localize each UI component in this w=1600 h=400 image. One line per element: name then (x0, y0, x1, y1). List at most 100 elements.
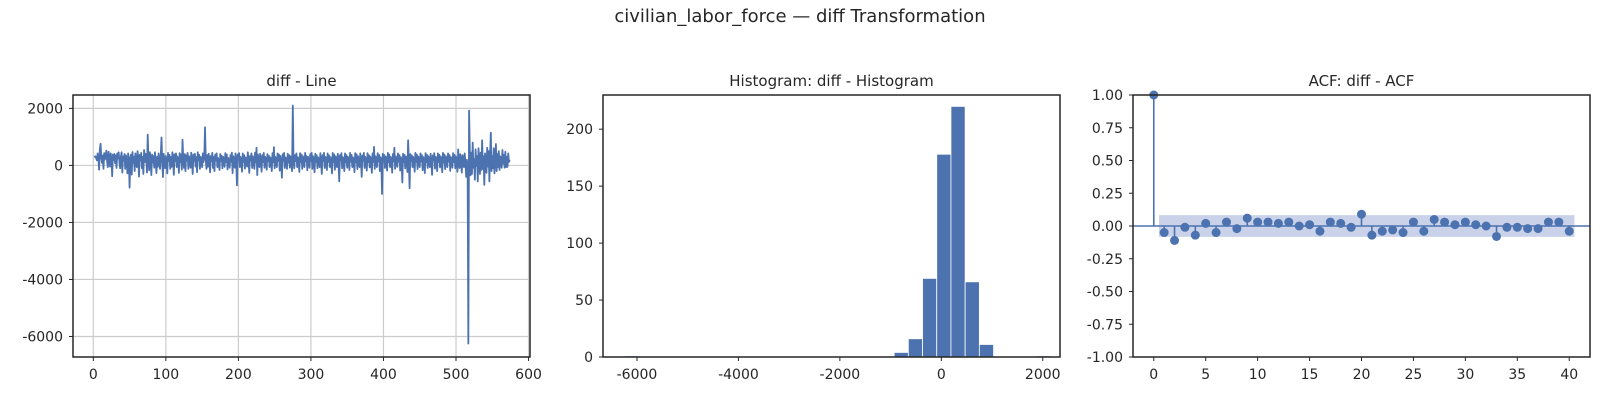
acf-point (1284, 217, 1294, 227)
line-plot-ytick-label: -6000 (22, 329, 63, 345)
line-plot-series-line (93, 104, 511, 345)
histogram-ytick-label: 50 (575, 293, 593, 309)
acf-ytick-label: 0.00 (1092, 219, 1123, 235)
acf-point (1554, 217, 1564, 227)
acf-ytick-label: -1.00 (1087, 350, 1123, 366)
line-plot-title: diff - Line (266, 72, 336, 90)
acf-point (1232, 224, 1242, 234)
histogram-xtick-label: 0 (937, 367, 946, 383)
line-plot-panel: 0 100 200 300 400 500 600-6000-4000-200002000 … (22, 72, 542, 383)
histogram-ytick-label: 200 (566, 122, 593, 138)
acf-point (1357, 209, 1366, 219)
histogram-bar (964, 281, 980, 358)
acf-point (1201, 218, 1211, 228)
acf-point (1419, 226, 1429, 236)
acf-point (1294, 221, 1304, 231)
acf-point (1367, 230, 1377, 240)
acf-point (1543, 217, 1553, 227)
line-plot-axes-frame (72, 94, 531, 358)
acf-point (1440, 217, 1450, 227)
acf-ytick-label: 0.75 (1092, 121, 1123, 137)
histogram-ticks: -6000 -4000 -2000 0 2000 0 50 100 150 200 (566, 122, 1060, 383)
acf-ticks: 0 5 10 15 20 25 30 35 40 -1.00 -0.75 -0.50 -0.25 0.00… (1087, 88, 1578, 383)
acf-ytick-label: -0.50 (1087, 285, 1123, 301)
line-plot-ytick-label: -2000 (22, 215, 63, 231)
acf-xtick-label: 35 (1508, 367, 1526, 383)
acf-xtick-label: 20 (1353, 367, 1371, 383)
histogram-xtick-label: -6000 (617, 367, 658, 383)
histogram-axes-frame (602, 94, 1061, 358)
acf-point (1512, 222, 1522, 232)
acf-point (1305, 220, 1315, 230)
histogram-bar (936, 153, 952, 358)
histogram-ytick-label: 150 (566, 179, 593, 195)
histogram-xtick-label: -2000 (820, 367, 861, 383)
histogram-ytick-label: 100 (566, 236, 593, 252)
acf-point (1325, 217, 1335, 227)
acf-title: ACF: diff - ACF (1309, 72, 1415, 90)
acf-point (1429, 214, 1439, 224)
acf-ytick-label: 0.25 (1092, 186, 1123, 202)
acf-xtick-label: 30 (1456, 367, 1474, 383)
acf-point (1564, 226, 1574, 236)
acf-point (1388, 225, 1398, 235)
line-plot-xtick-label: 200 (225, 367, 252, 383)
line-plot-xtick-label: 0 (89, 367, 98, 383)
acf-panel: 0 5 10 15 20 25 30 35 40 -1.00 -0.75 -0.50 -0.25 0.00… (1087, 72, 1591, 383)
acf-point (1398, 228, 1408, 238)
acf-xtick-label: 15 (1301, 367, 1319, 383)
histogram-ytick-label: 0 (584, 350, 593, 366)
histogram-bar (907, 338, 923, 358)
acf-point (1170, 235, 1180, 245)
line-plot-xtick-label: 100 (152, 367, 179, 383)
acf-point (1263, 217, 1273, 227)
histogram-bar (922, 277, 938, 358)
acf-point (1273, 218, 1283, 228)
figure-title: civilian_labor_force — diff Transformati… (614, 6, 985, 27)
acf-point (1211, 228, 1221, 238)
line-plot-ticks: 0 100 200 300 400 500 600 -6000 -4000 -2000 0 2000 (22, 101, 542, 383)
acf-point (1221, 217, 1231, 227)
histogram-xtick-label: -4000 (718, 367, 759, 383)
acf-stems (1133, 90, 1590, 245)
acf-point (1315, 226, 1325, 236)
line-plot-series (93, 104, 511, 345)
acf-xtick-label: 40 (1560, 367, 1578, 383)
acf-point (1492, 231, 1502, 241)
line-plot-xtick-label: 500 (443, 367, 470, 383)
acf-ytick-label: 0.50 (1092, 154, 1123, 170)
histogram-xtick-label: 2000 (1025, 367, 1061, 383)
acf-point (1336, 218, 1346, 228)
acf-point (1377, 226, 1387, 236)
acf-point (1471, 220, 1481, 230)
acf-point (1180, 222, 1190, 232)
acf-ytick-label: 1.00 (1092, 88, 1123, 104)
line-plot-xtick-label: 300 (298, 367, 325, 383)
acf-point (1346, 222, 1356, 232)
acf-point (1159, 228, 1169, 238)
acf-point (1523, 224, 1533, 234)
histogram-title: Histogram: diff - Histogram (729, 72, 933, 90)
acf-xtick-label: 10 (1249, 367, 1267, 383)
acf-ytick-label: -0.75 (1087, 317, 1123, 333)
line-plot-ytick-label: -4000 (22, 272, 63, 288)
acf-point (1190, 230, 1200, 240)
acf-xtick-label: 5 (1201, 367, 1210, 383)
acf-point (1242, 213, 1252, 223)
acf-point (1502, 222, 1512, 232)
line-plot-ytick-label: 2000 (27, 101, 63, 117)
acf-ytick-label: -0.25 (1087, 252, 1123, 268)
line-plot-ytick-label: 0 (54, 158, 63, 174)
acf-point (1460, 217, 1470, 227)
histogram-panel: -6000 -4000 -2000 0 2000 0 50 100 150 200 Histogr… (566, 72, 1061, 383)
acf-point (1408, 217, 1418, 227)
acf-point (1533, 224, 1543, 234)
acf-xtick-label: 0 (1149, 367, 1158, 383)
line-plot-xtick-label: 600 (515, 367, 542, 383)
acf-xtick-label: 25 (1405, 367, 1423, 383)
acf-point (1253, 217, 1263, 227)
line-plot-xtick-label: 400 (370, 367, 397, 383)
histogram-bar (950, 105, 966, 358)
